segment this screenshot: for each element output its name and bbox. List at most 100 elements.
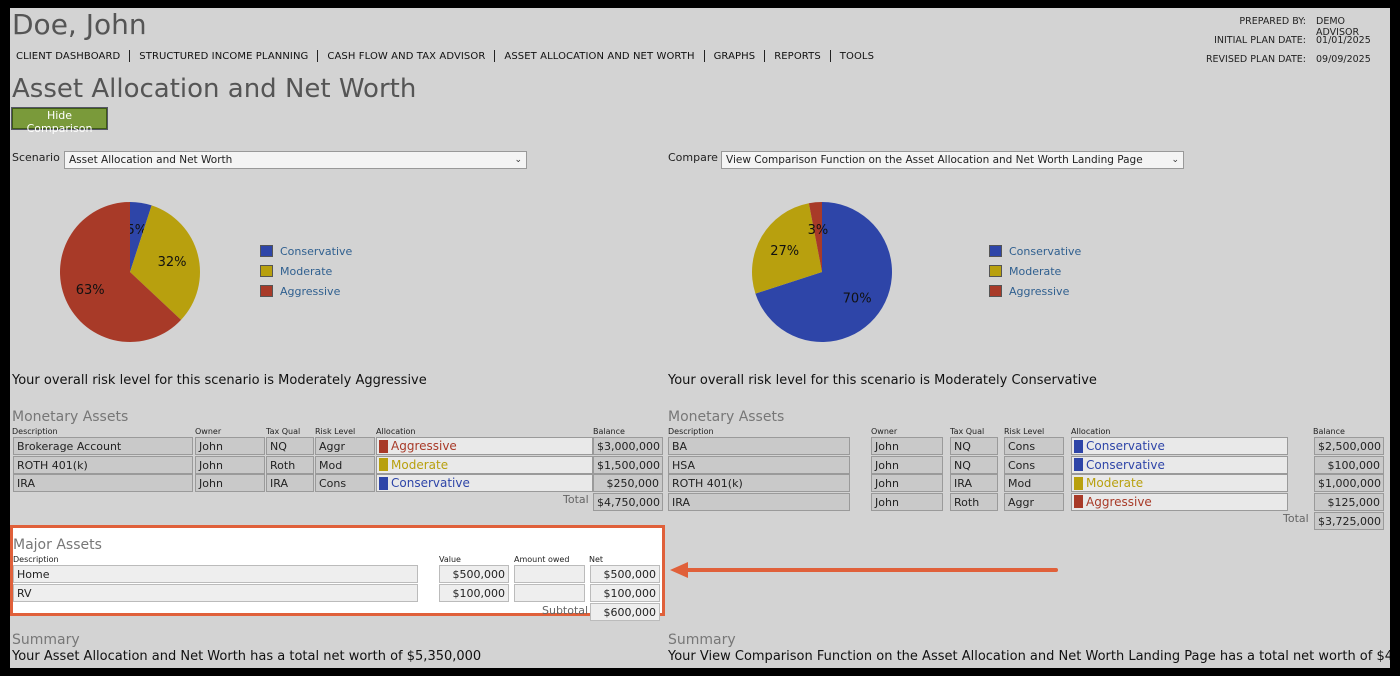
nav-separator (317, 50, 319, 62)
col-allocation: Allocation (376, 427, 416, 436)
major-cell-owed (514, 583, 585, 602)
nav-tools[interactable]: TOOLS (839, 50, 875, 62)
cell-owner: John (195, 474, 265, 492)
pie-slice-aggressive (808, 202, 822, 272)
cell-balance: $125,000 (1314, 492, 1384, 511)
allocation-label: Aggressive (1086, 494, 1152, 509)
major-cell-description: Home (13, 565, 418, 583)
legend-swatch-moderate (989, 265, 1002, 277)
legend-right: Conservative Moderate Aggressive (989, 241, 1081, 301)
summary-title-left: Summary (12, 632, 80, 648)
cell-owner: John (195, 437, 265, 455)
cell-description: ROTH 401(k) (668, 474, 850, 492)
revised-plan-date: 09/09/2025 (1316, 54, 1371, 65)
compare-select[interactable]: View Comparison Function on the Asset Al… (721, 151, 1184, 169)
cell-balance: $1,500,000 (593, 455, 663, 474)
allocation-swatch (1074, 458, 1083, 471)
allocation-cell: Conservative (1071, 455, 1288, 474)
nav-cash-flow[interactable]: CASH FLOW AND TAX ADVISOR (327, 50, 486, 62)
col-balance: Balance (593, 427, 625, 436)
cell-description: ROTH 401(k) (13, 455, 193, 474)
legend-item-moderate: Moderate (989, 261, 1081, 281)
col-description: Description (668, 427, 714, 436)
subtotal-value: $600,000 (590, 603, 660, 621)
nav-separator (703, 50, 705, 62)
allocation-swatch (379, 439, 388, 453)
cell-description: IRA (668, 492, 850, 511)
cell-description: Brokerage Account (13, 437, 193, 455)
allocation-swatch (1074, 476, 1083, 490)
cell-description: HSA (668, 455, 850, 474)
cell-risk-level: Cons (1004, 455, 1064, 474)
chevron-down-icon: ⌄ (1171, 155, 1179, 165)
allocation-cell: Aggressive (1071, 492, 1288, 511)
cell-risk-level: Aggr (1004, 492, 1064, 511)
legend-item-aggressive: Aggressive (260, 281, 352, 301)
pie-value-label: 3% (808, 223, 829, 238)
allocation-swatch (379, 476, 388, 490)
cell-balance: $2,500,000 (1314, 437, 1384, 455)
legend-swatch-conservative (260, 245, 273, 257)
pie-slice-aggressive (59, 202, 182, 342)
cell-tax-qual: Roth (950, 492, 998, 511)
pie-chart-right: 70% 27% 3% (752, 202, 892, 342)
allocation-cell: Aggressive (376, 437, 593, 455)
col-tax-qual: Tax Qual (950, 427, 985, 436)
legend-item-moderate: Moderate (260, 261, 352, 281)
cell-owner: John (871, 474, 943, 492)
scenario-select[interactable]: Asset Allocation and Net Worth ⌄ (64, 151, 527, 169)
major-cell-description: RV (13, 583, 418, 602)
pie-slice-moderate (752, 203, 822, 294)
nav-asset-allocation[interactable]: ASSET ALLOCATION AND NET WORTH (504, 50, 695, 62)
col-description: Description (12, 427, 58, 436)
total-value-left: $4,750,000 (593, 493, 663, 511)
allocation-cell: Conservative (1071, 437, 1288, 455)
prepared-by-label: PREPARED BY: (1239, 16, 1306, 27)
allocation-label: Moderate (391, 457, 449, 472)
col-risk-level: Risk Level (1004, 427, 1045, 436)
app-window: Doe, John CLIENT DASHBOARD STRUCTURED IN… (10, 8, 1390, 668)
cell-balance: $3,000,000 (593, 437, 663, 455)
cell-description: IRA (13, 474, 193, 492)
col-balance: Balance (1313, 427, 1345, 436)
compare-select-value: View Comparison Function on the Asset Al… (726, 154, 1143, 166)
allocation-label: Aggressive (391, 439, 457, 453)
cell-risk-level: Aggr (315, 437, 375, 455)
nav-graphs[interactable]: GRAPHS (713, 50, 756, 62)
pie-value-label: 5% (126, 223, 147, 238)
legend-label: Conservative (280, 244, 353, 258)
allocation-swatch (1074, 439, 1083, 453)
pie-slice-moderate (130, 205, 200, 320)
legend-item-aggressive: Aggressive (989, 281, 1081, 301)
pie-chart-left: 5% 32% 63% (59, 202, 200, 342)
arrow-annotation (670, 562, 1058, 578)
legend-item-conservative: Conservative (989, 241, 1081, 261)
major-cell-value: $500,000 (439, 565, 509, 583)
nav-client-dashboard[interactable]: CLIENT DASHBOARD (16, 50, 121, 62)
pie-value-label: 63% (76, 283, 105, 298)
hide-comparison-button[interactable]: Hide Comparison (12, 108, 107, 135)
initial-plan-date: 01/01/2025 (1316, 35, 1371, 46)
summary-text-right: Your View Comparison Function on the Ass… (668, 649, 1390, 664)
cell-owner: John (871, 492, 943, 511)
scenario-select-value: Asset Allocation and Net Worth (69, 154, 233, 166)
legend-swatch-aggressive (989, 285, 1002, 297)
pie-value-label: 70% (843, 292, 872, 307)
major-cell-net: $500,000 (590, 565, 660, 583)
nav-structured-income[interactable]: STRUCTURED INCOME PLANNING (139, 50, 309, 62)
page-title: Asset Allocation and Net Worth (12, 74, 417, 104)
allocation-cell: Moderate (376, 455, 593, 474)
subtotal-label: Subtotal (542, 604, 589, 617)
allocation-label: Conservative (391, 476, 470, 490)
cell-tax-qual: NQ (266, 437, 314, 455)
legend-swatch-aggressive (260, 285, 273, 297)
cell-balance: $250,000 (593, 474, 663, 492)
cell-balance: $1,000,000 (1314, 474, 1384, 492)
legend-item-conservative: Conservative (260, 241, 352, 261)
prepared-by-value: DEMO ADVISOR (1316, 16, 1360, 38)
col-owner: Owner (195, 427, 222, 436)
nav-reports[interactable]: REPORTS (774, 50, 821, 62)
major-cell-net: $100,000 (590, 583, 660, 602)
initial-plan-label: INITIAL PLAN DATE: (1214, 35, 1306, 46)
col-amount-owed: Amount owed (514, 555, 570, 564)
